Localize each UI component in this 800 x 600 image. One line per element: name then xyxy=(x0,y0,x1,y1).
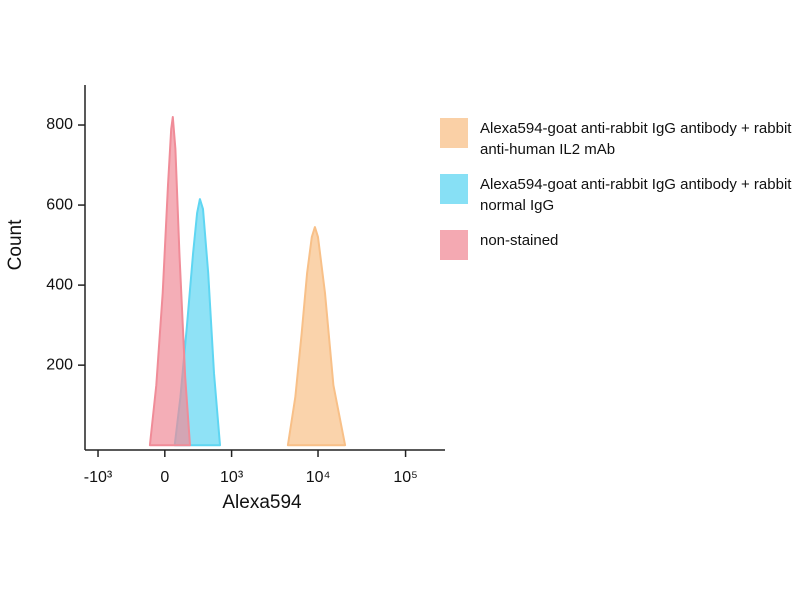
histogram-area xyxy=(286,226,347,447)
legend-label: Alexa594-goat anti-rabbit IgG antibody +… xyxy=(480,120,792,158)
legend-label: non-stained xyxy=(480,232,559,249)
legend-swatch xyxy=(440,230,468,260)
x-tick-label: 10⁴ xyxy=(306,469,331,486)
legend: Alexa594-goat anti-rabbit IgG antibody +… xyxy=(440,118,800,274)
legend-item: non-stained xyxy=(440,230,800,260)
legend-item: Alexa594-goat anti-rabbit IgG antibody +… xyxy=(440,174,800,216)
x-tick-label: 0 xyxy=(160,469,169,486)
legend-item: Alexa594-goat anti-rabbit IgG antibody +… xyxy=(440,118,800,160)
y-axis-label: Count xyxy=(5,219,26,270)
y-tick-label: 200 xyxy=(46,356,73,373)
legend-label: Alexa594-goat anti-rabbit IgG antibody +… xyxy=(480,176,792,214)
y-tick-label: 800 xyxy=(46,116,73,133)
y-tick-label: 600 xyxy=(46,196,73,213)
x-tick-label: 10³ xyxy=(220,469,244,486)
x-tick-label: -10³ xyxy=(84,469,113,486)
legend-swatch xyxy=(440,174,468,204)
legend-swatch xyxy=(440,118,468,148)
y-tick-label: 400 xyxy=(46,276,73,293)
x-axis-label: Alexa594 xyxy=(222,492,302,513)
x-tick-label: 10⁵ xyxy=(393,469,417,486)
histogram-area xyxy=(148,116,191,447)
